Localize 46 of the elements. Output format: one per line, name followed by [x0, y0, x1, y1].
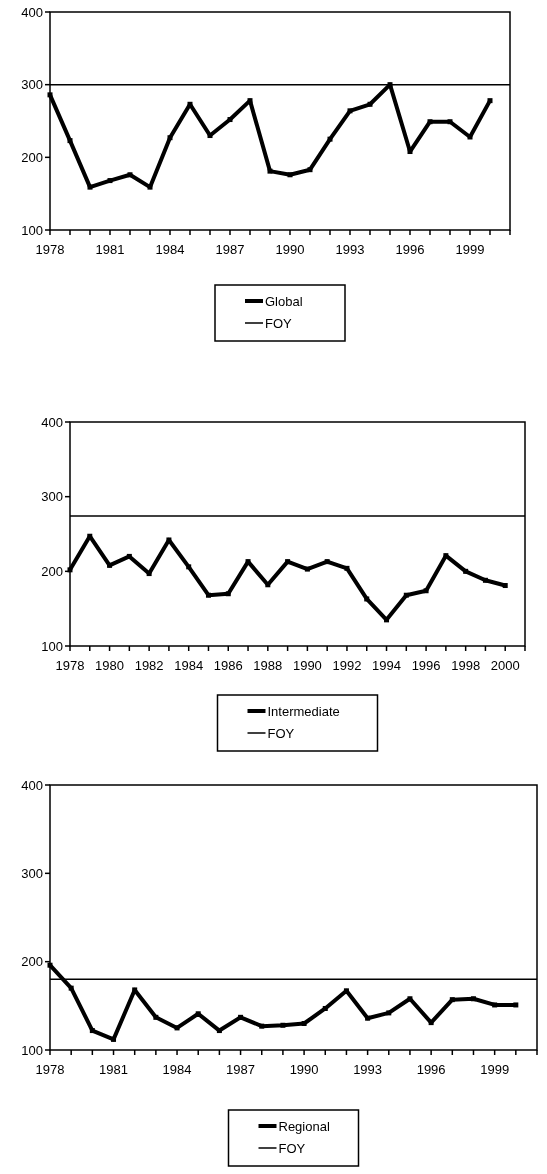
x-tick-label: 1978: [35, 1062, 65, 1077]
x-tick-label: 1988: [253, 658, 283, 673]
legend-label: FOY: [267, 725, 295, 741]
y-tick-label: 300: [21, 865, 43, 881]
y-tick-label: 100: [41, 638, 63, 654]
y-tick-label: 200: [21, 149, 43, 165]
x-tick-label: 1980: [95, 658, 125, 673]
x-tick-label: 1994: [372, 658, 401, 673]
x-tick-label: 1978: [35, 242, 65, 257]
x-tick-label: 1987: [215, 242, 245, 257]
x-tick-label: 1996: [395, 242, 425, 257]
y-tick-label: 100: [21, 222, 43, 238]
x-tick-label: 1990: [289, 1062, 319, 1077]
x-tick-label: 1984: [155, 242, 185, 257]
x-tick-label: 1990: [292, 658, 322, 673]
y-tick-label: 200: [41, 563, 63, 579]
y-tick-label: 400: [21, 4, 43, 20]
x-tick-label: 1999: [480, 1062, 510, 1077]
x-tick-label: 1981: [95, 242, 125, 257]
y-tick-label: 400: [41, 414, 63, 430]
x-tick-label: 1987: [226, 1062, 256, 1077]
x-tick-label: 1981: [99, 1062, 128, 1077]
legend-label: FOY: [265, 315, 293, 331]
x-tick-label: 1992: [332, 658, 362, 673]
y-tick-label: 300: [41, 489, 63, 505]
x-tick-label: 1996: [416, 1062, 446, 1077]
x-tick-label: 1986: [213, 658, 243, 673]
x-tick-label: 1993: [335, 242, 365, 257]
x-tick-label: 2000: [490, 658, 520, 673]
x-tick-label: 1984: [174, 658, 204, 673]
x-tick-label: 1996: [411, 658, 441, 673]
x-tick-label: 1990: [275, 242, 305, 257]
legend-label: Global: [265, 293, 303, 309]
y-tick-label: 200: [21, 954, 43, 970]
x-tick-label: 1984: [162, 1062, 192, 1077]
y-tick-label: 300: [21, 77, 43, 93]
x-tick-label: 1978: [55, 658, 85, 673]
legend-label: FOY: [278, 1140, 306, 1156]
y-tick-label: 100: [21, 1042, 43, 1058]
legend-label: Regional: [278, 1118, 330, 1134]
legend-label: Intermediate: [267, 703, 340, 719]
x-tick-label: 1982: [134, 658, 164, 673]
x-tick-label: 1999: [455, 242, 485, 257]
x-tick-label: 1998: [451, 658, 481, 673]
y-tick-label: 400: [21, 777, 43, 793]
x-tick-label: 1993: [353, 1062, 383, 1077]
